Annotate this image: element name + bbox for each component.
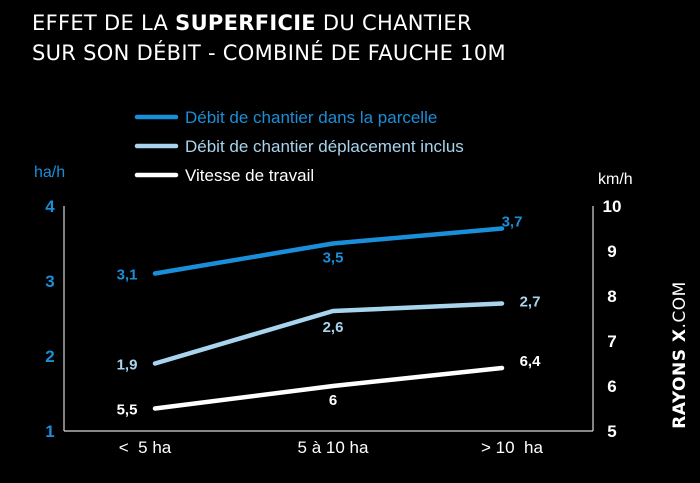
data-label: 3,7 bbox=[502, 214, 523, 231]
series-line-1 bbox=[152, 226, 505, 276]
data-label: 6 bbox=[329, 392, 337, 409]
y-left-tick-label: 4 bbox=[45, 197, 55, 216]
y-right-tick-label: 10 bbox=[603, 197, 622, 216]
x-tick-label: 5 à 10 ha bbox=[298, 438, 369, 457]
data-label: 1,9 bbox=[117, 357, 138, 374]
data-label: 2,7 bbox=[520, 294, 541, 311]
data-label: 6,4 bbox=[520, 353, 542, 370]
watermark-bold: RAYONS X bbox=[670, 328, 690, 429]
data-label: 2,6 bbox=[323, 319, 344, 336]
title-line1-bold: SUPERFICIE bbox=[175, 11, 316, 35]
series-line-2 bbox=[152, 301, 505, 366]
title-line2: SUR SON DÉBIT - COMBINÉ DE FAUCHE 10M bbox=[32, 41, 506, 65]
y-left-tick-label: 1 bbox=[45, 422, 54, 441]
title-line1-post: DU CHANTIER bbox=[315, 11, 472, 35]
y-axis-left-unit: ha/h bbox=[34, 164, 65, 181]
legend-label: Vitesse de travail bbox=[185, 166, 314, 185]
series-line-3 bbox=[152, 365, 505, 411]
rayonsx-watermark: RAYONS X.COM bbox=[670, 281, 690, 429]
x-tick-label: < 5 ha bbox=[119, 438, 172, 457]
y-right-tick-label: 5 bbox=[607, 422, 616, 441]
y-right-tick-label: 8 bbox=[607, 287, 616, 306]
y-axis-right-unit: km/h bbox=[598, 171, 633, 188]
legend-label: Débit de chantier déplacement inclus bbox=[185, 137, 464, 156]
y-right-tick-label: 7 bbox=[607, 332, 616, 351]
x-tick-label: > 10 ha bbox=[481, 438, 543, 457]
data-label: 3,5 bbox=[323, 250, 344, 267]
y-left-tick-label: 2 bbox=[45, 347, 54, 366]
title-line1-pre: EFFET DE LA bbox=[32, 11, 176, 35]
y-right-tick-label: 6 bbox=[607, 377, 616, 396]
chart-title: EFFET DE LA SUPERFICIE DU CHANTIER SUR S… bbox=[32, 8, 506, 68]
watermark-light: .COM bbox=[670, 281, 690, 329]
y-right-tick-label: 9 bbox=[607, 242, 616, 261]
data-label: 3,1 bbox=[117, 267, 138, 284]
data-label: 5,5 bbox=[117, 402, 138, 419]
legend-label: Débit de chantier dans la parcelle bbox=[185, 108, 437, 127]
y-left-tick-label: 3 bbox=[45, 272, 54, 291]
